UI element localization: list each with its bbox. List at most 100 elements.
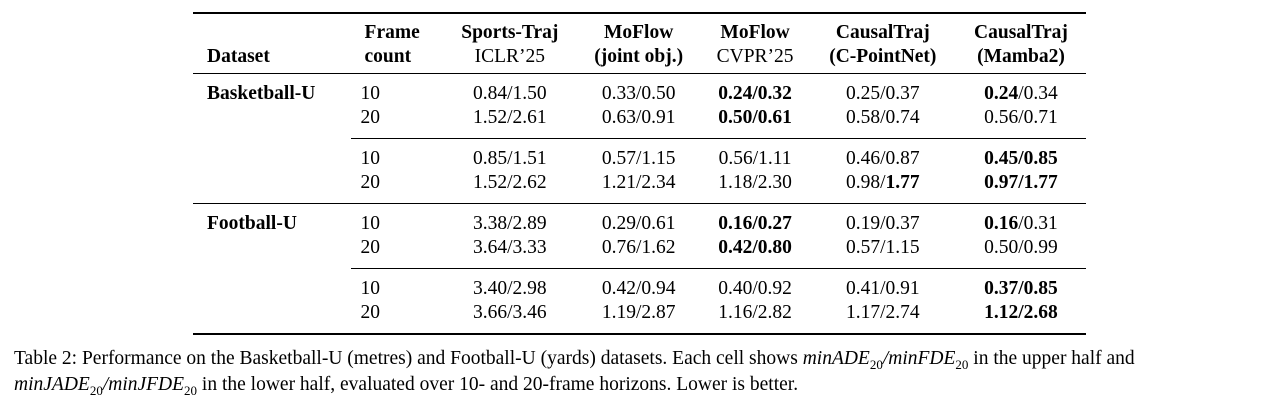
text-segment: 3.40/2.98 (472, 278, 547, 299)
text-segment: 3.64/3.33 (472, 237, 547, 258)
text-segment: 0.63/0.91 (601, 107, 676, 128)
text-segment: (Mamba2) (977, 46, 1065, 67)
text-segment: 0.50/0.61 (718, 107, 792, 128)
metric-cell: 0.58/0.74 (810, 106, 956, 139)
metric-cell: 0.46/0.87 (809, 138, 956, 171)
metric-cell: 1.52/2.62 (443, 171, 577, 204)
text-segment: 0.40/0.92 (718, 278, 792, 299)
table-row: Basketball-U 10 0.84/1.50 0.33/0.50 0.24/0.3… (193, 74, 1086, 107)
caption: Table 2: Performance on the Basketball-U… (14, 346, 1264, 398)
text-segment: CausalTraj (974, 22, 1068, 43)
text-segment: ICLR’25 (474, 46, 546, 67)
text-segment: 1.16/2.82 (718, 302, 792, 323)
text-segment: 0.45/0.85 (984, 148, 1058, 169)
table-header: Dataset Frame count Sports-Traj ICLR’25 MoFlo… (193, 13, 1086, 74)
text-segment: in the lower half, evaluated over 10- an… (197, 374, 799, 395)
text-segment: 0.16 (984, 213, 1019, 234)
text-segment: 0.42/0.80 (718, 237, 792, 258)
table-body: Basketball-U 10 0.84/1.50 0.33/0.50 0.24/0.3… (193, 74, 1086, 335)
text-segment: 0.50/0.99 (984, 237, 1058, 258)
results-table: Dataset Frame count Sports-Traj ICLR’25 MoFlo… (193, 12, 1086, 335)
frame-cell: 20 (360, 302, 381, 323)
text-segment: 1.12/2.68 (984, 302, 1058, 323)
text-segment: 0.98/ (845, 172, 886, 193)
dataset-cell: Football-U (193, 203, 351, 236)
text-segment: 0.42/0.94 (601, 278, 676, 299)
metric-cell: 0.24/0.32 (701, 74, 810, 107)
text-segment: MoFlow (720, 22, 790, 43)
dataset-cell (193, 269, 351, 302)
header-cell: Frame count (350, 13, 443, 74)
text-segment: /0.31 (1018, 213, 1058, 234)
frame-cell: 20 (360, 172, 381, 193)
text-segment: 0.41/0.91 (845, 278, 920, 299)
text-segment: 0.19/0.37 (845, 213, 920, 234)
table-row: 20 1.52/2.61 0.63/0.91 0.50/0.61 0.58/0.74 0.… (193, 106, 1086, 139)
metric-cell: 0.97/1.77 (956, 171, 1086, 204)
dataset-cell (193, 301, 351, 334)
frame-cell: 10 (360, 83, 381, 104)
dataset-cell (193, 236, 351, 269)
metric-cell: 1.52/2.61 (443, 106, 577, 139)
text-segment: minJADE (14, 374, 90, 395)
text-segment: 20 (955, 356, 969, 372)
text-segment: count (364, 46, 412, 67)
text-segment: 1.21/2.34 (601, 172, 676, 193)
metric-cell: 0.84/1.50 (443, 74, 577, 107)
header-cell: CausalTraj (C-PointNet) (809, 13, 956, 74)
metric-cell: 0.57/1.15 (810, 236, 956, 269)
table-row: Football-U 10 3.38/2.89 0.29/0.61 0.16/0.27 0… (193, 203, 1086, 236)
text-segment: 0.84/1.50 (472, 83, 547, 104)
header-cell: Sports-Traj ICLR’25 (442, 13, 577, 74)
dataset-cell (193, 171, 351, 204)
text-segment: 0.57/1.15 (601, 148, 676, 169)
text-segment: 0.58/0.74 (845, 107, 920, 128)
metric-cell: 0.16/0.27 (700, 203, 810, 236)
metric-cell: 0.40/0.92 (700, 268, 810, 301)
text-segment: Sports-Traj (461, 22, 559, 43)
text-segment: / (882, 348, 889, 369)
text-segment: 3.38/2.89 (472, 213, 547, 234)
header-row: Dataset Frame count Sports-Traj ICLR’25 MoFlo… (193, 13, 1086, 74)
metric-cell: 0.16/0.31 (955, 203, 1086, 236)
metric-cell: 0.56/0.71 (956, 106, 1086, 139)
metric-cell: 1.21/2.34 (577, 171, 701, 204)
text-segment: Frame (364, 22, 420, 43)
table-row: 20 1.52/2.62 1.21/2.34 1.18/2.30 0.98/1.77 0.… (193, 171, 1086, 204)
text-segment: 0.16/0.27 (718, 213, 792, 234)
text-segment: minFDE (888, 348, 956, 369)
header-cell: MoFlow CVPR’25 (700, 13, 810, 74)
metric-cell: 3.64/3.33 (443, 236, 577, 269)
text-segment: MoFlow (603, 22, 674, 43)
metric-cell: 0.42/0.94 (576, 268, 701, 301)
text-segment: (C-PointNet) (829, 46, 937, 67)
text-segment: 20 (89, 382, 103, 398)
metric-cell: 1.17/2.74 (810, 301, 956, 334)
metric-cell: 1.16/2.82 (701, 301, 810, 334)
text-segment: 0.56/1.11 (718, 148, 792, 169)
metric-cell: 1.19/2.87 (577, 301, 701, 334)
metric-cell: 3.38/2.89 (442, 203, 577, 236)
table-row: 20 3.64/3.33 0.76/1.62 0.42/0.80 0.57/1.15 0.… (193, 236, 1086, 269)
frame-cell: 20 (360, 107, 381, 128)
table-row: 10 0.85/1.51 0.57/1.15 0.56/1.11 0.46/0.87 0.… (193, 138, 1086, 171)
metric-cell: 0.98/1.77 (810, 171, 956, 204)
header-cell: MoFlow (joint obj.) (576, 13, 701, 74)
metric-cell: 0.57/1.15 (576, 138, 701, 171)
text-segment: / (102, 374, 109, 395)
text-segment: 1.52/2.62 (472, 172, 547, 193)
metric-cell: 0.24/0.34 (956, 74, 1086, 107)
text-segment: 0.33/0.50 (601, 83, 676, 104)
text-segment: 0.76/1.62 (601, 237, 676, 258)
metric-cell: 0.37/0.85 (955, 268, 1086, 301)
text-segment: 0.97/1.77 (984, 172, 1058, 193)
text-segment: 20 (869, 356, 883, 372)
metric-cell: 1.12/2.68 (956, 301, 1086, 334)
text-segment: 0.57/1.15 (845, 237, 920, 258)
text-segment: 0.29/0.61 (601, 213, 676, 234)
frame-cell: 10 (350, 268, 443, 301)
text-segment: 0.85/1.51 (472, 148, 547, 169)
metric-cell: 0.76/1.62 (577, 236, 701, 269)
text-segment: 1.52/2.61 (472, 107, 547, 128)
